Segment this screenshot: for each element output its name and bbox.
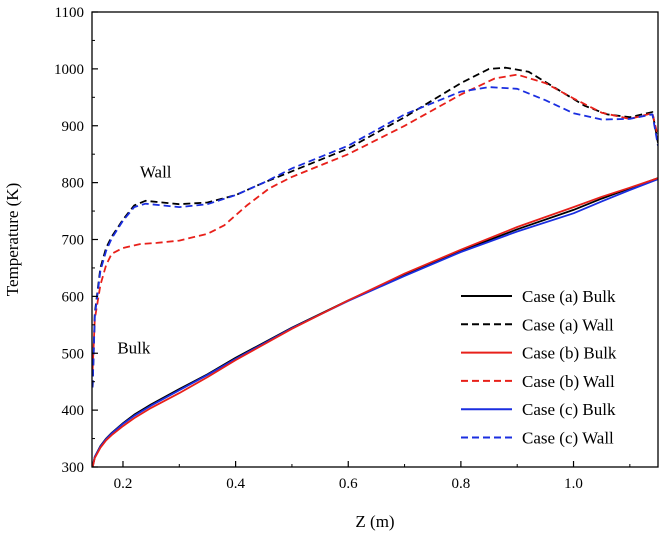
legend-label: Case (a) Bulk — [522, 287, 616, 306]
legend-label: Case (c) Bulk — [522, 400, 616, 419]
series-line-case-c-bulk — [92, 178, 658, 467]
plot-frame — [91, 11, 659, 468]
x-tick-label: 0.8 — [452, 476, 471, 492]
wall-annotation: Wall — [140, 162, 172, 181]
y-tick-label: 700 — [62, 233, 85, 249]
y-axis-title: Temperature (K) — [3, 183, 22, 297]
x-tick-label: 0.6 — [339, 476, 358, 492]
x-axis: 0.2 0.4 0.6 0.8 1.0 — [114, 461, 631, 492]
series-line-case-c-wall — [92, 86, 658, 388]
y-tick-label: 500 — [62, 346, 85, 362]
legend-label: Case (b) Wall — [522, 372, 615, 391]
y-tick-label: 300 — [62, 460, 85, 476]
y-tick-label: 400 — [62, 403, 85, 419]
series-line-case-b-wall — [92, 73, 658, 371]
legend-label: Case (a) Wall — [522, 315, 614, 334]
y-tick-label: 900 — [62, 119, 85, 135]
y-tick-label: 1000 — [54, 62, 84, 78]
bulk-annotation: Bulk — [117, 339, 151, 358]
y-axis: 300 400 500 600 700 800 900 1000 1100 — [54, 5, 98, 476]
legend-label: Case (c) Wall — [522, 429, 614, 448]
y-tick-label: 600 — [62, 289, 85, 305]
y-tick-label: 1100 — [55, 5, 84, 21]
legend-label: Case (b) Bulk — [522, 344, 617, 363]
x-tick-label: 0.4 — [226, 476, 245, 492]
series-line-case-b-bulk — [92, 177, 658, 467]
plot-lines — [92, 66, 658, 467]
x-axis-title: Z (m) — [355, 512, 394, 531]
series-line-case-a-wall — [92, 66, 658, 388]
x-tick-label: 0.2 — [114, 476, 133, 492]
x-tick-label: 1.0 — [564, 476, 583, 492]
y-tick-label: 800 — [62, 176, 85, 192]
legend: Case (a) Bulk Case (a) Wall Case (b) Bulk C… — [461, 287, 617, 448]
